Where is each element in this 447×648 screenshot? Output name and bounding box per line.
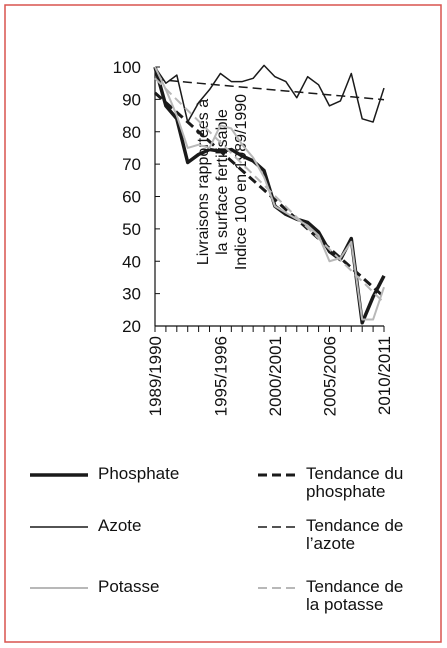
y-tick-label: 30 xyxy=(122,285,141,304)
series-line xyxy=(154,78,385,101)
x-tick-label: 1995/1996 xyxy=(211,336,230,416)
legend-swatch-box xyxy=(258,473,296,477)
legend-item: Tendance du phosphate xyxy=(250,465,416,501)
frame xyxy=(4,4,442,643)
series-line xyxy=(154,77,385,304)
y-axis-label: Livraisons rapportées à xyxy=(195,99,212,265)
y-tick-label: 40 xyxy=(122,252,141,271)
legend-swatch-box xyxy=(30,587,88,589)
legend-label: Phosphate xyxy=(98,464,180,483)
series-line xyxy=(154,64,385,123)
legend-item: Potasse xyxy=(22,578,208,598)
legend-swatch-box xyxy=(258,587,296,589)
y-tick-label: 50 xyxy=(122,220,141,239)
x-tick-label: 1989/1990 xyxy=(146,336,165,416)
y-tick-label: 70 xyxy=(122,155,141,174)
legend-swatch-box xyxy=(30,526,88,528)
series-line xyxy=(154,91,385,298)
y-axis-label: la surface fertilisable xyxy=(214,109,231,255)
legend-label: Tendance de la potasse xyxy=(306,577,404,614)
series-line xyxy=(154,66,385,321)
legend-label: Tendance de l’azote xyxy=(306,516,404,553)
x-tick-label: 2005/2006 xyxy=(320,336,339,416)
legend-label: Potasse xyxy=(98,577,160,596)
y-tick-label: 60 xyxy=(122,188,141,207)
legend-swatch-box xyxy=(30,473,88,477)
y-tick-label: 90 xyxy=(122,90,141,109)
legend-label: Azote xyxy=(98,516,142,535)
legend-label: Tendance du phosphate xyxy=(306,464,404,501)
legend-item: Azote xyxy=(22,517,208,537)
legend-item: Tendance de la potasse xyxy=(250,578,416,614)
y-tick-label: 100 xyxy=(113,58,141,77)
legend-item: Phosphate xyxy=(22,465,208,485)
legend-swatch-box xyxy=(258,526,296,528)
x-tick-label: 2010/2011 xyxy=(375,336,394,415)
legend-item: Tendance de l’azote xyxy=(250,517,416,553)
y-tick-label: 80 xyxy=(122,123,141,142)
series-line xyxy=(153,66,386,325)
y-axis-label: Indice 100 en 1989/1990 xyxy=(233,94,250,270)
x-tick-label: 2000/2001 xyxy=(266,336,285,416)
y-tick-label: 20 xyxy=(122,317,141,336)
